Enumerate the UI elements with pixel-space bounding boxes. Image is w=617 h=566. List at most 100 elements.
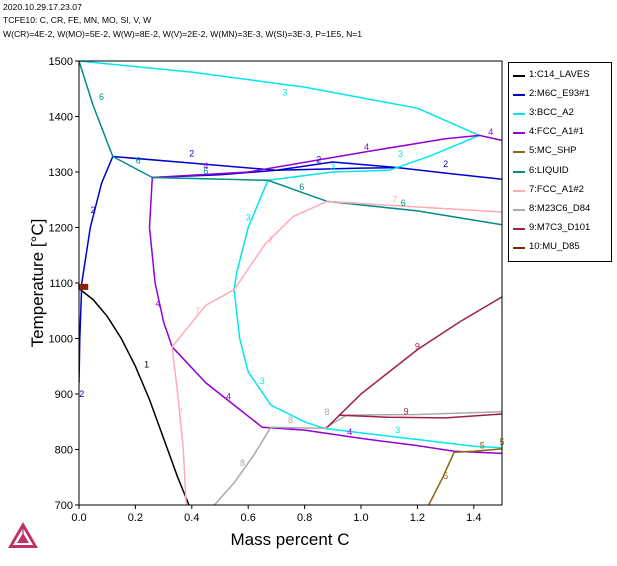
plot-frame — [78, 60, 503, 506]
legend-swatch-1 — [513, 75, 525, 77]
x-tick-label-5: 1.0 — [353, 512, 368, 524]
series-2-line-2 — [152, 161, 398, 179]
x-tick-label-1: 0.2 — [128, 512, 143, 524]
series-3-line-1 — [233, 180, 502, 449]
series-3-label-4: 3 — [398, 149, 403, 159]
series-1-line-0 — [79, 288, 190, 505]
legend-swatch-5 — [513, 151, 525, 154]
series-4-label-2: 4 — [203, 161, 208, 171]
series-5-line-1 — [428, 451, 455, 505]
y-tick-label-8: 1500 — [49, 56, 73, 68]
series-4-label-1: 4 — [226, 392, 231, 402]
series-3-line-2 — [267, 134, 480, 182]
y-tick-label-7: 1400 — [49, 112, 73, 124]
series-2-label-1: 2 — [91, 205, 96, 215]
series-3-label-2: 3 — [260, 376, 265, 386]
x-tick-label-3: 0.6 — [241, 512, 256, 524]
series-2-label-3: 2 — [316, 155, 321, 165]
series-9-line-1 — [338, 413, 502, 419]
series-2-label-2: 2 — [189, 148, 194, 158]
series-5-label-0: 5 — [480, 440, 485, 450]
y-tick-label-0: 700 — [55, 500, 73, 512]
x-tick-label-0: 0.0 — [71, 512, 86, 524]
legend-label-10: 10:MU_D85 — [529, 240, 580, 252]
series-7-label-3: 7 — [392, 195, 397, 205]
series-7-line-1 — [171, 346, 187, 505]
y-tick-label-5: 1200 — [49, 223, 73, 235]
legend-swatch-4 — [513, 132, 525, 135]
y-tick-label-3: 1000 — [49, 334, 73, 346]
x-axis-title: Mass percent C — [230, 530, 349, 549]
legend-swatch-6 — [513, 170, 525, 173]
legend-label-2: 2:M6C_E93#1 — [529, 88, 590, 100]
x-tick-label-6: 1.2 — [410, 512, 425, 524]
series-6-label-2: 6 — [203, 166, 208, 176]
legend-label-3: 3:BCC_A2 — [529, 107, 574, 119]
series-7-line-0 — [171, 200, 502, 348]
series-10-marker — [78, 283, 89, 290]
series-8-line-0 — [213, 411, 502, 505]
series-9-line-0 — [326, 296, 502, 428]
x-tick-label-2: 0.4 — [184, 512, 199, 524]
thermo-calc-logo-icon — [8, 522, 38, 548]
series-2-label-4: 2 — [443, 159, 448, 169]
database-line: TCFE10: C, CR, FE, MN, MO, SI, V, W — [3, 15, 152, 25]
series-9-label-1: 9 — [404, 407, 409, 417]
legend-swatch-3 — [513, 113, 525, 116]
series-8-label-2: 8 — [325, 407, 330, 417]
legend-label-8: 8:M23C6_D84 — [529, 202, 591, 214]
series-5-line-0 — [454, 448, 502, 454]
series-8-label-1: 8 — [288, 415, 293, 425]
series-7-label-1: 7 — [268, 235, 273, 245]
legend-label-9: 9:M7C3_D101 — [529, 221, 591, 233]
series-3-label-1: 3 — [246, 212, 251, 222]
legend-swatch-2 — [513, 94, 525, 97]
series-3-line-0 — [79, 61, 480, 137]
series-1-label-0: 1 — [144, 359, 149, 369]
series-3-label-0: 3 — [282, 87, 287, 97]
series-2-line-0 — [79, 156, 114, 383]
series-6-line-2 — [112, 155, 153, 179]
timestamp: 2020.10.29.17.23.07 — [3, 2, 82, 12]
series-8-label-0: 8 — [240, 458, 245, 468]
series-4-line-1 — [171, 346, 502, 455]
series-4-label-3: 4 — [364, 142, 369, 152]
series-9-label-0: 9 — [415, 342, 420, 352]
y-tick-label-2: 900 — [55, 389, 73, 401]
series-4-line-2 — [152, 134, 502, 179]
legend-label-4: 4:FCC_A1#1 — [529, 126, 584, 138]
series-6-label-3: 6 — [299, 182, 304, 192]
series-4-label-0: 4 — [155, 298, 160, 308]
x-tick-label-7: 1.4 — [466, 512, 481, 524]
series-3-label-3: 3 — [330, 162, 335, 172]
series-7-label-0: 7 — [195, 306, 200, 316]
legend-swatch-9 — [513, 227, 525, 230]
legend: 1:C14_LAVES 2:M6C_E93#1 3:BCC_A2 4:FCC_A1#1… — [508, 62, 612, 262]
series-4-label-4: 4 — [488, 127, 493, 137]
series-7-label-2: 7 — [178, 407, 183, 417]
series-6-label-4: 6 — [401, 198, 406, 208]
series-3-label-5: 3 — [395, 425, 400, 435]
x-tick-label-4: 0.8 — [297, 512, 312, 524]
conditions-line: W(CR)=4E-2, W(MO)=5E-2, W(W)=8E-2, W(V)=… — [3, 29, 363, 39]
legend-label-7: 7:FCC_A1#2 — [529, 183, 584, 195]
series-4-line-0 — [148, 177, 173, 348]
series-5-label-2: 5 — [443, 471, 448, 481]
legend-swatch-8 — [513, 208, 525, 211]
series-4-label-5: 4 — [347, 427, 352, 437]
series-2-label-0: 2 — [79, 389, 84, 399]
series-2-line-1 — [112, 155, 502, 180]
series-6-label-1: 6 — [136, 156, 141, 166]
legend-label-6: 6:LIQUID — [529, 164, 569, 176]
legend-label-1: 1:C14_LAVES — [529, 69, 590, 80]
legend-swatch-7 — [513, 189, 525, 192]
y-axis-title: Temperature [°C] — [28, 219, 47, 348]
legend-swatch-10 — [513, 246, 525, 249]
legend-label-5: 5:MC_SHP — [529, 145, 577, 157]
y-tick-label-4: 1100 — [49, 278, 73, 290]
series-6-label-0: 6 — [99, 92, 104, 102]
y-tick-label-1: 800 — [55, 445, 73, 457]
series-6-line-0 — [79, 61, 114, 157]
y-tick-label-6: 1300 — [49, 167, 73, 179]
